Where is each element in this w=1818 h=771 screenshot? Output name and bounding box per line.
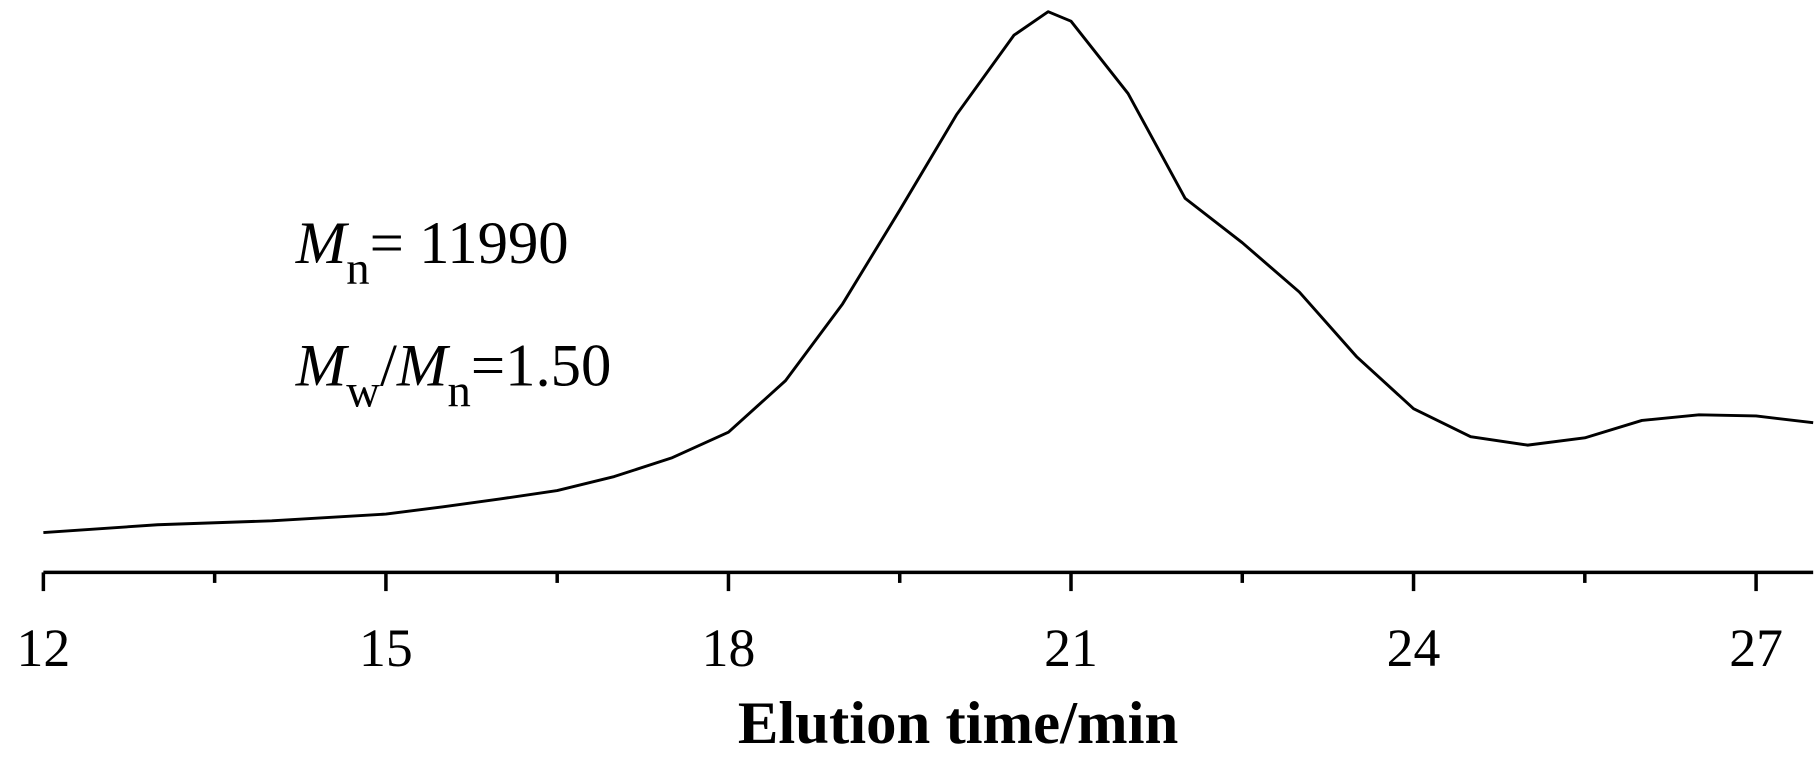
annotation-part: n xyxy=(346,243,369,295)
x-tick-label: 24 xyxy=(1387,618,1441,678)
x-tick-label: 18 xyxy=(702,618,756,678)
x-tick-label: 21 xyxy=(1044,618,1098,678)
annotation-part: =1.50 xyxy=(471,333,612,400)
x-tick-label: 15 xyxy=(359,618,413,678)
annotation-part: M xyxy=(295,210,350,277)
x-axis-label: Elution time/min xyxy=(738,690,1178,757)
annotation-part: M xyxy=(295,333,350,400)
annotation: Mw/Mn=1.50 xyxy=(295,333,612,418)
x-tick-label: 12 xyxy=(17,618,71,678)
annotation-part: n xyxy=(448,366,471,418)
annotation: Mn= 11990 xyxy=(295,210,569,295)
x-tick-label: 27 xyxy=(1729,618,1783,678)
annotation-part: = 11990 xyxy=(370,210,569,277)
annotation-part: / xyxy=(380,333,397,400)
annotation-part: w xyxy=(346,366,380,418)
annotation-part: M xyxy=(396,333,451,400)
line-series xyxy=(43,10,1814,535)
